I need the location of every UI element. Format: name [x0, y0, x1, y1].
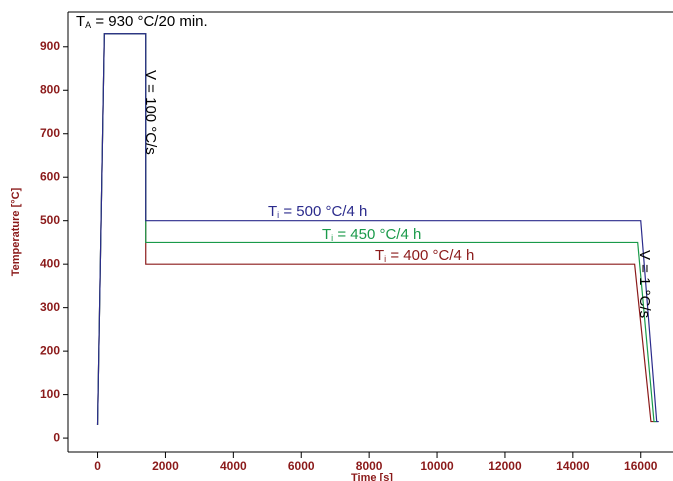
annotation-rest: = 930 °C/20 min.: [91, 13, 207, 30]
annotation: V = 1 °C/s: [636, 250, 653, 318]
annotation-text: V = 100 °C/s: [142, 70, 159, 155]
annotation: TA = 930 °C/20 min.: [76, 13, 208, 30]
y-tick-label: 0: [53, 430, 60, 444]
annotation-sub: A: [85, 20, 91, 30]
annotation: Ti = 500 °C/4 h: [268, 203, 367, 220]
annotation-text: T: [268, 203, 277, 220]
y-tick-label: 800: [40, 82, 60, 96]
x-tick-label: 2000: [152, 459, 179, 473]
annotation-sub: i: [384, 254, 386, 264]
annotation: Ti = 400 °C/4 h: [375, 247, 474, 264]
x-tick-label: 12000: [488, 459, 522, 473]
annotation-text: T: [322, 226, 331, 243]
annotation: V = 100 °C/s: [142, 70, 159, 155]
annotation-rest: = 400 °C/4 h: [386, 247, 474, 264]
y-tick-label: 600: [40, 169, 60, 183]
annotation-text: V = 1 °C/s: [636, 250, 653, 318]
y-tick-label: 300: [40, 300, 60, 314]
annotation-rest: = 500 °C/4 h: [279, 203, 367, 220]
x-tick-label: 0: [94, 459, 101, 473]
series-line: [96, 33, 659, 426]
annotation-sub: i: [331, 233, 333, 243]
y-tick-label: 500: [40, 213, 60, 227]
x-tick-label: 14000: [556, 459, 590, 473]
x-tick-label: 16000: [624, 459, 658, 473]
annotation-rest: = 450 °C/4 h: [333, 226, 421, 243]
y-tick-label: 200: [40, 343, 60, 357]
x-tick-label: 10000: [420, 459, 454, 473]
y-tick-label: 900: [40, 39, 60, 53]
y-tick-label: 100: [40, 387, 60, 401]
annotation: Ti = 450 °C/4 h: [322, 226, 421, 243]
y-axis-label: Temperature [°C]: [10, 187, 22, 276]
x-axis-label: Time [s]: [351, 472, 393, 481]
x-tick-label: 6000: [288, 459, 315, 473]
annotation-sub: i: [277, 210, 279, 220]
annotation-text: T: [76, 13, 85, 30]
x-tick-label: 8000: [356, 459, 383, 473]
annotation-text: T: [375, 247, 384, 264]
y-tick-label: 400: [40, 256, 60, 270]
x-tick-label: 4000: [220, 459, 247, 473]
y-tick-label: 700: [40, 126, 60, 140]
